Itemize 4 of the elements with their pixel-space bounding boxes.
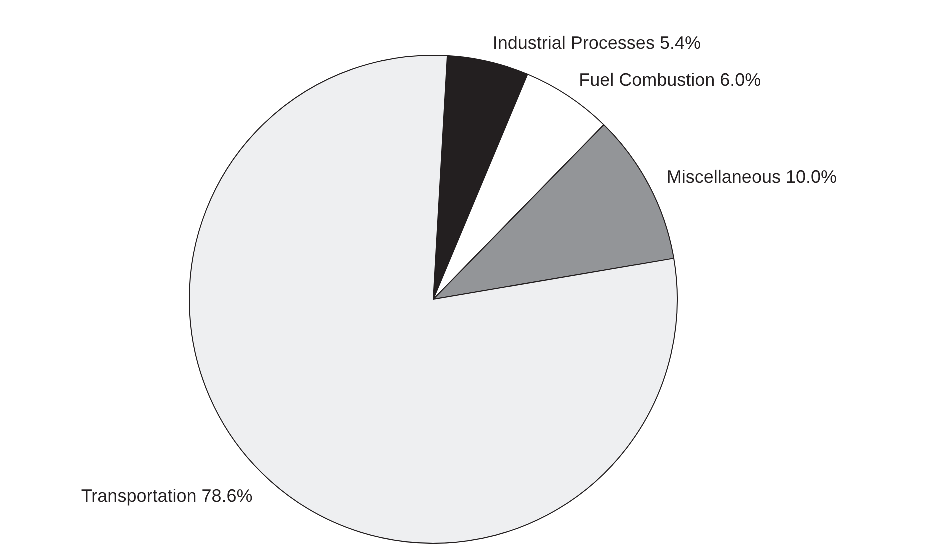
slice-label: Industrial Processes 5.4% (492, 32, 701, 53)
slice-label: Fuel Combustion 6.0% (579, 70, 762, 90)
slice-label: Miscellaneous 10.0% (666, 167, 838, 188)
slice-label: Transportation 78.6% (81, 486, 253, 506)
